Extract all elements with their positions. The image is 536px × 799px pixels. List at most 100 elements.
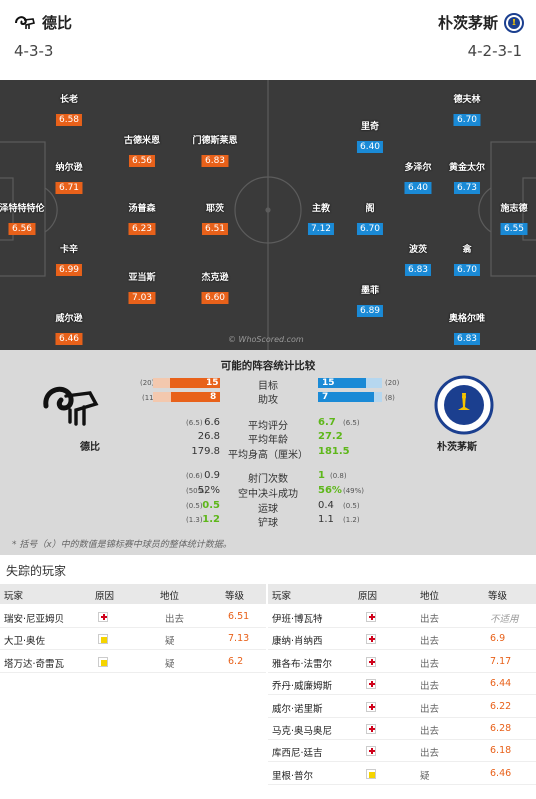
- home-player[interactable]: 亚当斯 7.03: [128, 270, 156, 304]
- away-player[interactable]: 墨菲 6.89: [356, 283, 384, 317]
- table-row[interactable]: 库西尼·廷吉 出去 6.18: [268, 740, 536, 763]
- away-player[interactable]: 翕 6.70: [453, 242, 481, 276]
- portsmouth-crest-icon: [434, 375, 494, 435]
- stat-label: 空中决斗成功: [238, 489, 298, 500]
- player-name: 长老: [59, 95, 79, 105]
- home-value: 6.6: [204, 417, 220, 428]
- away-player[interactable]: 阁 6.70: [356, 201, 384, 235]
- away-player[interactable]: 里奇 6.40: [356, 119, 384, 153]
- away-team[interactable]: 朴茨茅斯: [438, 12, 524, 33]
- pitch-lines: [0, 80, 536, 350]
- home-player[interactable]: 耶茨 6.51: [201, 201, 229, 235]
- col-reason: 原因: [95, 591, 115, 602]
- away-player[interactable]: 多泽尔 6.40: [404, 160, 432, 194]
- player-name[interactable]: 马克·奥马奥尼: [272, 726, 333, 737]
- doubtful-icon: [98, 656, 108, 667]
- home-player[interactable]: 长老 6.58: [55, 92, 83, 126]
- player-name: 墨菲: [360, 286, 380, 296]
- home-value: 179.8: [191, 446, 220, 457]
- away-player[interactable]: 奥格尔唯 6.83: [449, 311, 485, 345]
- player-name[interactable]: 雅各布·法雷尔: [272, 658, 333, 670]
- away-player[interactable]: 主教 7.12: [307, 201, 335, 235]
- lineup-comparison: 可能的阵容统计比较 德比 朴茨茅斯 (20) 15 目标 15 (20) (11…: [0, 350, 536, 555]
- home-value: 0.5: [202, 500, 220, 511]
- home-player[interactable]: 纳尔逊 6.71: [55, 160, 83, 194]
- stat-label: 平均年龄: [248, 435, 288, 446]
- player-status: 出去: [420, 748, 440, 760]
- player-status: 出去: [420, 726, 440, 737]
- home-player[interactable]: 门德斯莱恩 6.83: [192, 133, 238, 167]
- player-rating: 6.83: [201, 155, 229, 167]
- away-player[interactable]: 施志德 6.55: [500, 201, 528, 235]
- watermark: © WhoScored.com: [228, 335, 304, 344]
- player-name[interactable]: 塔万达·奇雷瓦: [4, 658, 65, 670]
- player-rating: 6.51: [228, 611, 250, 622]
- player-rating: 6.23: [128, 223, 156, 235]
- away-player[interactable]: 黄金太尔 6.73: [449, 160, 485, 194]
- table-row[interactable]: 康纳·肖纳西 出去 6.9: [268, 628, 536, 651]
- player-rating: 6.46: [490, 767, 512, 779]
- player-name: 里奇: [360, 122, 380, 132]
- home-sub: (1.3): [186, 516, 203, 524]
- player-rating: 6.70: [453, 264, 481, 276]
- player-name[interactable]: 康纳·肖纳西: [272, 636, 323, 648]
- player-status: 出去: [420, 658, 440, 670]
- player-name[interactable]: 瑞安·尼亚姆贝: [4, 614, 65, 625]
- col-player: 玩家: [272, 591, 292, 602]
- table-row[interactable]: 塔万达·奇雷瓦 疑 6.2: [0, 651, 266, 673]
- player-name[interactable]: 伊班·博瓦特: [272, 614, 323, 625]
- player-name[interactable]: 乔丹·威廉姆斯: [272, 681, 333, 693]
- player-rating: 6.40: [356, 141, 384, 153]
- table-row[interactable]: 威尔·诺里斯 出去 6.22: [268, 696, 536, 718]
- player-name[interactable]: 里根·普尔: [272, 770, 314, 782]
- table-row[interactable]: 大卫·奥佐 疑 7.13: [0, 628, 266, 651]
- table-row[interactable]: 乔丹·威廉姆斯 出去 6.44: [268, 673, 536, 696]
- away-sub: (49%): [343, 487, 365, 495]
- player-name[interactable]: 库西尼·廷吉: [272, 748, 323, 760]
- table-row[interactable]: 瑞安·尼亚姆贝 出去 6.51: [0, 606, 266, 628]
- home-player[interactable]: 泽特特特伦 6.56: [0, 201, 45, 235]
- away-sub: (8): [385, 394, 395, 402]
- injury-icon: [366, 679, 376, 690]
- table-row[interactable]: 里根·普尔 疑 6.46: [268, 763, 536, 785]
- player-rating: 6.18: [490, 745, 512, 757]
- away-player[interactable]: 波茨 6.83: [404, 242, 432, 276]
- home-player[interactable]: 古德米恩 6.56: [124, 133, 160, 167]
- player-name: 阁: [365, 204, 375, 214]
- player-rating: 7.03: [128, 292, 156, 304]
- player-status: 出去: [420, 703, 440, 715]
- player-name: 杰克逊: [201, 273, 229, 283]
- away-value: 6.7: [318, 417, 336, 428]
- table-row[interactable]: 马克·奥马奥尼 出去 6.28: [268, 718, 536, 740]
- home-player[interactable]: 威尔逊 6.46: [55, 311, 83, 345]
- home-sub: (20): [140, 379, 155, 387]
- player-name[interactable]: 威尔·诺里斯: [272, 703, 323, 715]
- away-sub: (0.5): [343, 502, 360, 510]
- home-sub: (11): [142, 394, 157, 402]
- away-value: 27.2: [318, 431, 343, 442]
- home-player[interactable]: 汤普森 6.23: [128, 201, 156, 235]
- away-sub: (0.8): [330, 472, 347, 480]
- home-player[interactable]: 卡辛 6.99: [55, 242, 83, 276]
- home-value: 0.9: [204, 470, 220, 481]
- table-row[interactable]: 雅各布·法雷尔 出去 7.17: [268, 651, 536, 673]
- home-bar-value: 8: [210, 392, 217, 402]
- player-name: 耶茨: [205, 204, 225, 214]
- table-row[interactable]: 伊班·博瓦特 出去 不适用: [268, 606, 536, 628]
- player-name[interactable]: 大卫·奥佐: [4, 636, 46, 648]
- player-rating: 6.73: [453, 182, 481, 194]
- player-rating: 6.51: [201, 223, 229, 235]
- injury-icon: [366, 746, 376, 757]
- stat-label: 铲球: [258, 518, 278, 529]
- away-sub: (20): [385, 379, 400, 387]
- player-status: 出去: [420, 681, 440, 693]
- player-rating: 6.89: [356, 305, 384, 317]
- home-team[interactable]: 德比: [14, 12, 72, 33]
- player-name: 威尔逊: [55, 314, 83, 324]
- away-player[interactable]: 德夫林 6.70: [453, 92, 481, 126]
- away-value: 56%: [318, 485, 342, 496]
- away-bar-fill: [318, 392, 374, 402]
- stat-label: 目标: [258, 381, 278, 392]
- player-name: 黄金太尔: [448, 163, 486, 173]
- home-player[interactable]: 杰克逊 6.60: [201, 270, 229, 304]
